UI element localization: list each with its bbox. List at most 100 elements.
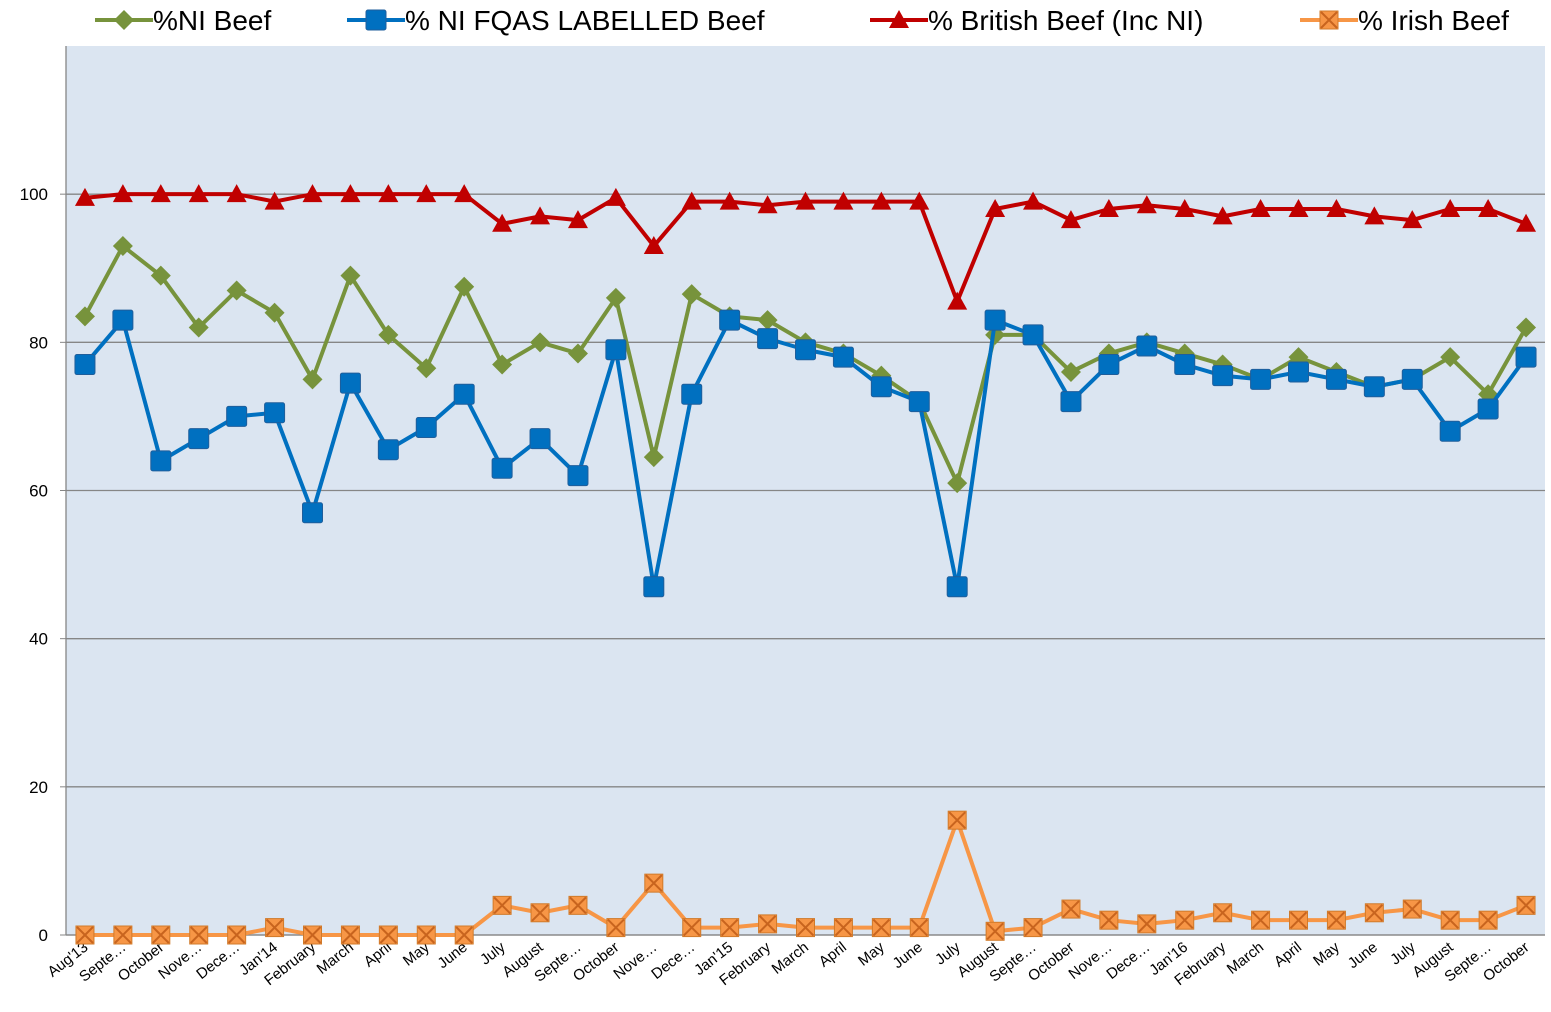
marker (758, 914, 778, 934)
marker (568, 895, 588, 915)
marker (682, 918, 702, 938)
marker (416, 358, 437, 379)
marker-cross (265, 918, 284, 937)
marker (985, 921, 1005, 941)
marker (1098, 198, 1119, 217)
marker (1213, 903, 1233, 923)
marker (264, 402, 286, 424)
marker-cross (76, 926, 94, 944)
marker (757, 195, 778, 214)
marker-cross (152, 926, 170, 944)
y-tick-label: 0 (39, 926, 48, 945)
marker (605, 287, 626, 308)
marker (1364, 206, 1385, 225)
legend-item: % British Beef (Inc NI) (870, 5, 1203, 36)
marker (491, 457, 513, 479)
marker-cross (1320, 11, 1338, 29)
marker-cross (1251, 911, 1270, 929)
legend-label: % Irish Beef (1358, 5, 1509, 36)
marker (454, 184, 475, 203)
marker-cross (758, 915, 777, 933)
marker (492, 895, 512, 915)
marker (1516, 317, 1537, 338)
marker (1212, 365, 1234, 387)
marker-cross (607, 918, 625, 937)
marker (340, 184, 361, 203)
marker (1440, 910, 1460, 930)
x-tick-label: March (314, 939, 357, 978)
marker-cross (1024, 918, 1042, 937)
marker (453, 383, 475, 405)
y-tick-label: 80 (29, 333, 48, 352)
x-tick-label: May (1310, 938, 1343, 969)
marker (643, 236, 664, 255)
marker-cross (1479, 911, 1497, 929)
marker (1516, 213, 1537, 232)
marker-cross (114, 926, 132, 944)
marker (378, 324, 399, 345)
marker-cross (910, 918, 928, 937)
marker (1478, 198, 1499, 217)
marker (1098, 354, 1120, 376)
marker (74, 306, 95, 327)
marker (339, 372, 361, 394)
marker-cross (683, 918, 701, 937)
marker (264, 191, 285, 210)
marker (606, 918, 626, 938)
marker-cross (493, 896, 511, 915)
marker (530, 332, 551, 353)
marker-cross (986, 922, 1004, 941)
marker (1060, 361, 1081, 382)
marker (416, 184, 437, 203)
marker (1326, 198, 1347, 217)
marker (947, 473, 968, 494)
marker (643, 447, 664, 468)
marker (188, 317, 209, 338)
y-tick-label: 100 (20, 185, 48, 204)
marker (1288, 361, 1309, 383)
marker (1402, 899, 1422, 919)
marker (415, 417, 437, 439)
marker (1439, 420, 1461, 442)
marker (795, 191, 816, 210)
marker (757, 328, 779, 350)
marker (150, 450, 172, 472)
marker (1515, 346, 1537, 368)
x-tick-label: June (1345, 939, 1381, 972)
marker (946, 576, 968, 598)
marker (529, 428, 551, 450)
marker-cross (645, 874, 663, 892)
marker (377, 439, 399, 461)
marker (302, 184, 323, 203)
marker (947, 810, 967, 830)
x-tick-label: March (1224, 939, 1267, 978)
marker (1325, 368, 1347, 390)
marker-cross (1365, 904, 1384, 922)
marker (416, 925, 436, 945)
marker (796, 918, 815, 938)
legend-label: % NI FQAS LABELLED Beef (405, 5, 765, 36)
marker (871, 191, 892, 210)
marker (1174, 198, 1195, 217)
marker (1364, 903, 1384, 923)
marker (947, 291, 968, 310)
marker (150, 265, 171, 286)
marker (1137, 914, 1157, 934)
marker (189, 925, 209, 945)
marker (985, 198, 1006, 217)
marker-cross (872, 918, 891, 937)
marker (908, 391, 930, 413)
marker (833, 191, 854, 210)
marker-cross (948, 811, 966, 829)
marker (113, 925, 133, 945)
marker (75, 925, 95, 945)
marker (1212, 206, 1233, 225)
marker (74, 187, 95, 206)
marker (226, 280, 247, 301)
marker (1023, 918, 1043, 938)
marker (681, 383, 703, 405)
marker (114, 10, 134, 30)
marker-cross (341, 926, 360, 944)
marker (719, 191, 740, 210)
